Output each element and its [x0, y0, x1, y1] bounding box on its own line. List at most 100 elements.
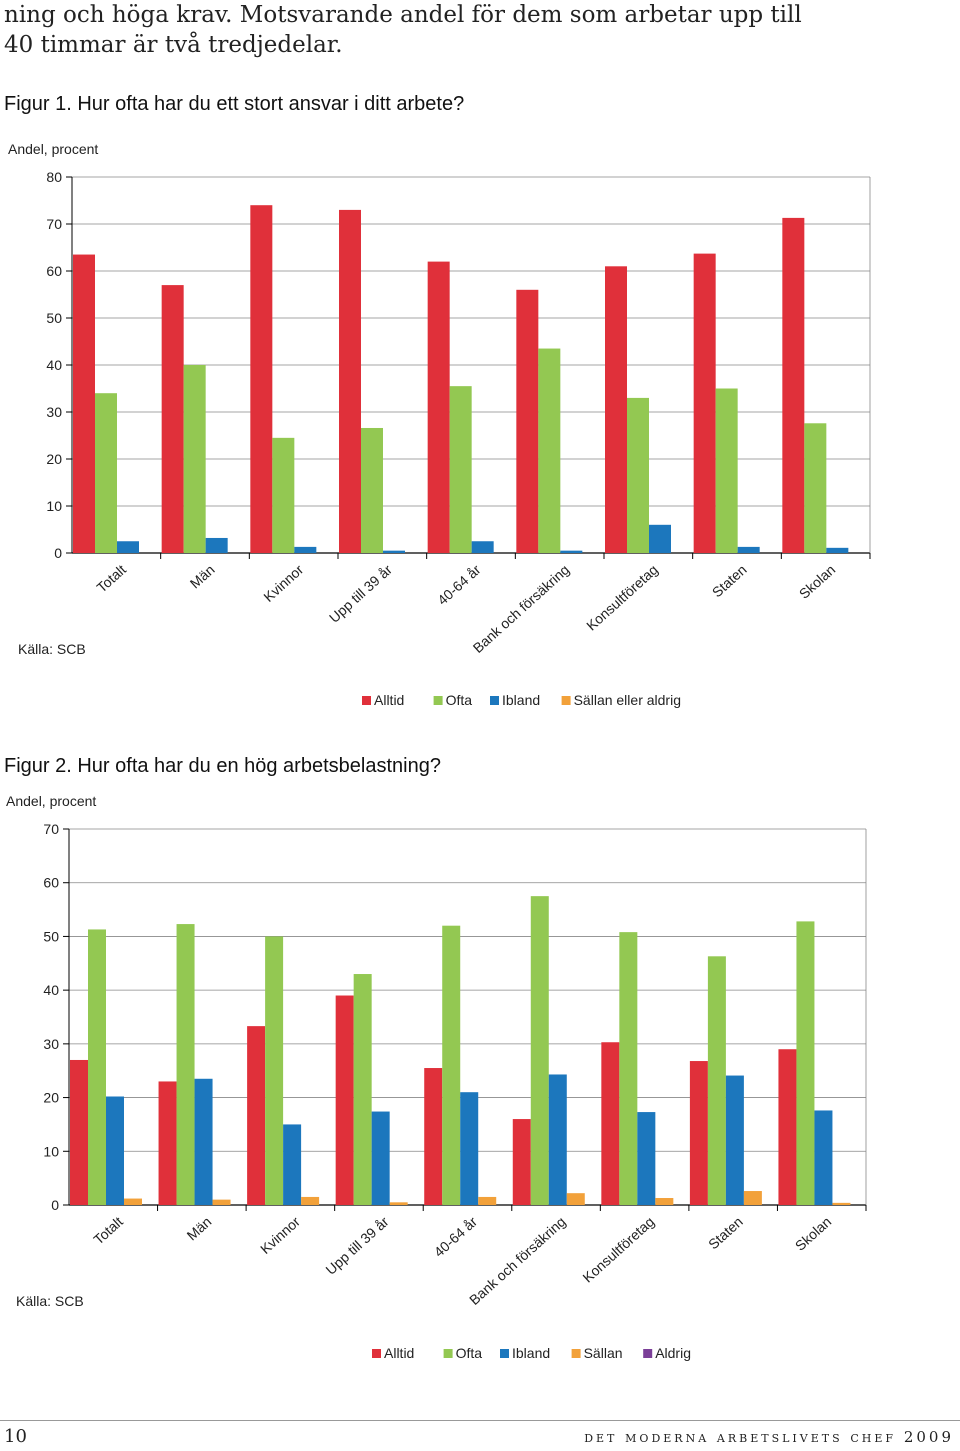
bar-ofta-4 — [353, 974, 372, 1205]
bar-ofta-9 — [804, 423, 827, 553]
bar-sällan-3 — [301, 1196, 320, 1205]
bar-alltid-8 — [693, 253, 716, 554]
bar-sällan-2 — [212, 1199, 231, 1205]
bar-ofta-8 — [707, 956, 726, 1205]
bar-ibland-4 — [371, 1111, 390, 1205]
bar-ibland-5 — [471, 541, 494, 553]
bar-sällan-4 — [389, 1202, 408, 1205]
bar-alltid-6 — [512, 1119, 531, 1205]
legend-label: Sällan eller aldrig — [574, 692, 681, 708]
bar-ibland-6 — [548, 1074, 567, 1205]
bar-alltid-4 — [335, 995, 354, 1205]
legend-label: Alltid — [374, 692, 404, 708]
bar-alltid-2 — [161, 285, 184, 553]
y-tick-label: 50 — [46, 310, 62, 326]
legend-swatch — [490, 696, 499, 705]
x-category-label: Konsultföretag — [579, 1213, 657, 1285]
bar-alltid-3 — [247, 1026, 266, 1205]
bar-alltid-4 — [339, 209, 361, 553]
legend-label: Sällan — [584, 1345, 623, 1361]
page-number: 10 — [4, 1426, 27, 1447]
bar-ofta-1 — [95, 393, 117, 553]
legend-label: Ofta — [446, 692, 473, 708]
bar-ibland-1 — [106, 1096, 124, 1205]
bar-ofta-7 — [619, 932, 638, 1205]
bar-ibland-7 — [649, 524, 671, 553]
x-category-label: Kvinnor — [260, 561, 306, 605]
x-category-label: Staten — [709, 561, 750, 600]
bar-ibland-4 — [383, 550, 405, 553]
legend-swatch — [643, 1349, 653, 1358]
x-category-label: Upp till 39 år — [322, 1213, 391, 1278]
y-tick-label: 0 — [51, 1197, 59, 1213]
y-tick-label: 40 — [43, 982, 59, 998]
source-label: Källa: SCB — [16, 1293, 84, 1309]
bar-ibland-8 — [737, 546, 760, 553]
bar-ofta-2 — [176, 924, 195, 1205]
bar-ofta-6 — [538, 348, 561, 553]
figure-1-chart: Andel, procent 0 10 20 30 40 50 60 70 80 Totalt Män… — [8, 141, 871, 708]
legend-swatch — [362, 696, 371, 705]
x-category-label: Bank och försäkring — [466, 1213, 569, 1308]
bar-ibland-9 — [826, 547, 849, 553]
x-category-label: Staten — [705, 1213, 746, 1252]
bar-ibland-5 — [460, 1092, 479, 1205]
intro-line-2: 40 timmar är två tredjedelar. — [4, 32, 343, 58]
intro-text: ning och höga krav. Motsvarande andel fö… — [4, 0, 954, 60]
bar-ofta-5 — [449, 386, 472, 553]
legend-label: Alltid — [384, 1345, 414, 1361]
x-category-label: Män — [184, 1213, 215, 1243]
figure-2-chart: Andel, procent 0 10 20 30 40 50 60 70 Totalt Män Kv… — [6, 793, 867, 1361]
bar-ofta-3 — [265, 936, 284, 1205]
y-tick-label: 30 — [46, 404, 62, 420]
bar-ibland-6 — [560, 550, 583, 553]
bar-alltid-7 — [601, 1042, 620, 1205]
x-category-label: Kvinnor — [257, 1213, 303, 1257]
x-category-label: Totalt — [93, 561, 129, 595]
figure-2-title: Figur 2. Hur ofta har du en hög arbetsbe… — [4, 755, 441, 777]
bar-ibland-3 — [294, 546, 317, 553]
bar-alltid-9 — [778, 1049, 797, 1205]
legend-swatch — [443, 1349, 453, 1358]
bar-alltid-3 — [250, 205, 273, 553]
y-tick-label: 0 — [54, 545, 62, 561]
legend-label: Ofta — [456, 1345, 483, 1361]
bar-ofta-5 — [442, 925, 461, 1205]
x-category-label: Totalt — [90, 1213, 126, 1247]
bar-ofta-3 — [272, 437, 295, 553]
bar-alltid-8 — [689, 1061, 708, 1205]
bar-ofta-1 — [88, 929, 106, 1205]
y-tick-label: 60 — [43, 875, 59, 891]
y-tick-label: 10 — [46, 498, 62, 514]
bar-ibland-2 — [194, 1078, 213, 1205]
y-tick-label: 70 — [43, 821, 59, 837]
legend-swatch — [571, 1349, 581, 1358]
legend-label: Aldrig — [655, 1345, 691, 1361]
y-tick-label: 70 — [46, 216, 62, 232]
figure-1-title: Figur 1. Hur ofta har du ett stort ansva… — [4, 93, 465, 115]
y-axis-label: Andel, procent — [6, 793, 96, 809]
x-category-label: Bank och försäkring — [470, 561, 573, 656]
legend-label: Ibland — [502, 692, 540, 708]
bar-alltid-1 — [73, 254, 95, 554]
bar-ofta-4 — [361, 427, 383, 553]
bar-alltid-1 — [70, 1059, 88, 1205]
x-category-label: 40-64 år — [434, 561, 484, 608]
x-category-label: Skolan — [796, 561, 839, 602]
bar-sällan-8 — [743, 1191, 762, 1205]
y-tick-label: 60 — [46, 263, 62, 279]
bar-sällan-1 — [124, 1198, 142, 1205]
publication-title: det moderna arbetslivets chef 2009 — [584, 1428, 954, 1446]
bar-alltid-7 — [605, 266, 627, 553]
bar-ofta-8 — [715, 388, 738, 553]
y-tick-label: 50 — [43, 928, 59, 944]
y-tick-label: 20 — [43, 1090, 59, 1106]
y-tick-label: 80 — [46, 169, 62, 185]
footer-divider — [0, 1420, 960, 1421]
source-label: Källa: SCB — [18, 641, 86, 657]
bar-ofta-9 — [796, 921, 815, 1205]
x-category-label: Upp till 39 år — [326, 561, 395, 626]
y-tick-label: 40 — [46, 357, 62, 373]
x-category-label: Skolan — [792, 1213, 835, 1254]
bar-sällan-7 — [655, 1198, 674, 1205]
